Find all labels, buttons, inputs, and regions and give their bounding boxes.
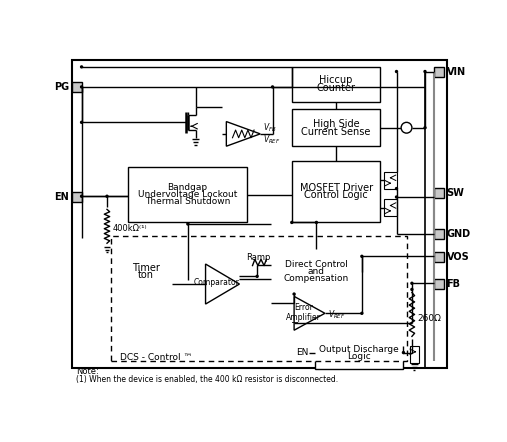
Circle shape — [423, 126, 427, 130]
Text: (1) When the device is enabled, the 400 kΩ resistor is disconnected.: (1) When the device is enabled, the 400 … — [76, 375, 338, 384]
Text: Counter: Counter — [316, 83, 355, 93]
Text: $V_{REF}$: $V_{REF}$ — [328, 309, 345, 321]
Circle shape — [256, 274, 259, 278]
Text: Output Discharge: Output Discharge — [319, 345, 399, 354]
Circle shape — [80, 85, 83, 88]
Text: Note:: Note: — [76, 366, 99, 376]
Text: Hiccup: Hiccup — [319, 76, 353, 85]
Text: 260Ω: 260Ω — [417, 314, 441, 323]
Circle shape — [395, 187, 398, 190]
Text: MOSFET Driver: MOSFET Driver — [300, 183, 373, 193]
Bar — [271, 249, 362, 294]
Text: 400kΩ⁽¹⁾: 400kΩ⁽¹⁾ — [113, 224, 147, 233]
Text: Direct Control: Direct Control — [285, 260, 348, 269]
Bar — [434, 278, 444, 289]
Polygon shape — [294, 296, 325, 330]
Circle shape — [290, 221, 294, 224]
Text: VOS: VOS — [447, 251, 469, 262]
Circle shape — [80, 194, 83, 198]
Text: PG: PG — [54, 82, 69, 92]
Text: −: − — [291, 317, 299, 328]
Bar — [434, 229, 444, 239]
Bar — [120, 255, 172, 288]
Circle shape — [293, 292, 296, 296]
Text: EN: EN — [297, 348, 309, 357]
Bar — [292, 109, 380, 146]
Circle shape — [395, 195, 398, 199]
Bar — [384, 199, 396, 216]
Text: ton: ton — [138, 271, 154, 281]
Text: FB: FB — [447, 278, 460, 289]
Circle shape — [271, 85, 274, 88]
Text: DCS - Control ™: DCS - Control ™ — [120, 353, 193, 362]
Circle shape — [186, 222, 190, 226]
Text: Current Sense: Current Sense — [301, 126, 371, 137]
Bar — [434, 67, 444, 77]
Text: Amplifier: Amplifier — [286, 312, 321, 322]
Circle shape — [315, 221, 318, 224]
Bar — [292, 67, 380, 102]
Circle shape — [360, 312, 364, 315]
Text: Logic: Logic — [347, 351, 371, 361]
Bar — [315, 336, 404, 369]
Circle shape — [410, 288, 414, 291]
Bar — [434, 188, 444, 198]
Text: Control Logic: Control Logic — [304, 191, 368, 200]
Text: Thermal Shutdown: Thermal Shutdown — [145, 197, 230, 206]
Text: $V_{REF}$: $V_{REF}$ — [263, 134, 281, 146]
Bar — [128, 167, 247, 222]
Circle shape — [105, 194, 108, 198]
Circle shape — [401, 122, 412, 133]
Text: Timer: Timer — [132, 263, 160, 273]
Text: High Side: High Side — [313, 119, 359, 129]
Text: Ramp: Ramp — [246, 252, 271, 262]
Bar — [71, 82, 82, 92]
Text: Bandgap: Bandgap — [167, 183, 207, 192]
Text: EN: EN — [55, 192, 69, 202]
Text: $V_{FB}$: $V_{FB}$ — [263, 122, 277, 134]
Circle shape — [80, 121, 83, 124]
Polygon shape — [205, 264, 239, 304]
Bar — [384, 171, 396, 189]
Text: VIN: VIN — [447, 67, 466, 77]
Circle shape — [410, 282, 414, 285]
Circle shape — [395, 70, 398, 73]
Text: SW: SW — [447, 188, 464, 198]
Bar — [292, 161, 380, 222]
Circle shape — [423, 70, 427, 73]
Text: Compensation: Compensation — [284, 274, 349, 283]
Bar — [111, 236, 407, 361]
Bar — [434, 251, 444, 262]
Text: Error: Error — [294, 303, 313, 312]
Circle shape — [360, 255, 364, 258]
Text: Comparator: Comparator — [193, 278, 239, 287]
Text: Undervoltage Lockout: Undervoltage Lockout — [138, 190, 237, 199]
Bar — [410, 346, 419, 362]
Bar — [71, 192, 82, 202]
Text: GND: GND — [447, 229, 470, 239]
Circle shape — [402, 351, 405, 354]
Polygon shape — [226, 122, 260, 146]
Text: and: and — [308, 267, 325, 276]
Circle shape — [80, 65, 83, 69]
